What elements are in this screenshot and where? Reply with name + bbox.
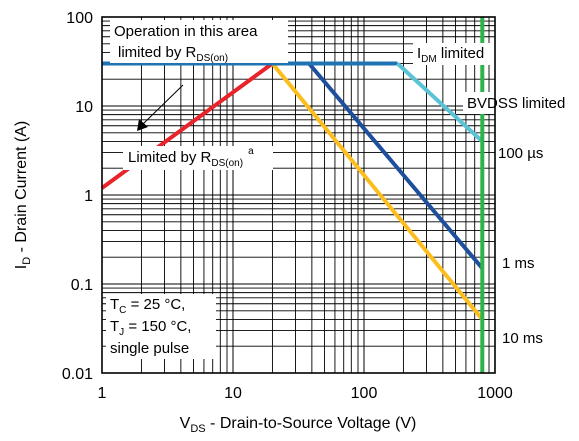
annotation-background xyxy=(495,142,555,164)
label-100us: 100 µs xyxy=(498,145,543,162)
label-10ms: 10 ms xyxy=(502,330,543,347)
annotation-background xyxy=(463,92,579,114)
y-tick-label: 0.01 xyxy=(62,366,93,383)
annotation-idm-limited: IDM limited xyxy=(417,45,484,65)
annotation-background xyxy=(413,43,498,65)
annotation-arrow-head xyxy=(137,119,148,131)
annotation-arrow-line xyxy=(142,84,184,125)
tick-labels: 1 10 100 1000 100 10 1 0.1 0.01 xyxy=(62,10,513,402)
annotation-operation-area-line2: limited by RDS(on) xyxy=(118,44,228,64)
annotation-background xyxy=(123,146,273,170)
plot-frame xyxy=(101,16,496,374)
annotation-background xyxy=(497,327,552,349)
x-tick-label: 1000 xyxy=(477,385,513,402)
series-line-us100 xyxy=(396,62,484,143)
x-tick-label: 1 xyxy=(98,385,107,402)
x-tick-label: 100 xyxy=(351,385,378,402)
x-axis-title: VDS - Drain-to-Source Voltage (V) xyxy=(180,415,417,435)
annotation-bvdss-limited: BVDSS limited xyxy=(467,95,565,112)
annotation-background xyxy=(106,294,216,359)
annotation-background xyxy=(497,252,545,274)
annotation-limited-by-rds: Limited by RDS(on)a xyxy=(128,146,254,169)
label-1ms: 1 ms xyxy=(502,255,535,272)
series-line-dc xyxy=(270,62,484,321)
annotation-background xyxy=(110,20,288,63)
series-line-ms1 xyxy=(307,62,484,270)
y-tick-label: 0.1 xyxy=(71,277,93,294)
y-axis-title: ID - Drain Current (A) xyxy=(13,121,33,269)
y-tick-label: 1 xyxy=(84,188,93,205)
condition-pulse: single pulse xyxy=(110,340,189,357)
condition-tj: TJ = 150 °C, xyxy=(110,318,191,338)
annotation-backgrounds xyxy=(106,20,579,359)
condition-tc: TC = 25 °C, xyxy=(110,296,185,316)
x-tick-label: 10 xyxy=(224,385,242,402)
y-tick-label: 10 xyxy=(75,99,93,116)
y-tick-label: 100 xyxy=(66,10,93,27)
annotation-operation-area-line1: Operation in this area xyxy=(114,23,258,40)
